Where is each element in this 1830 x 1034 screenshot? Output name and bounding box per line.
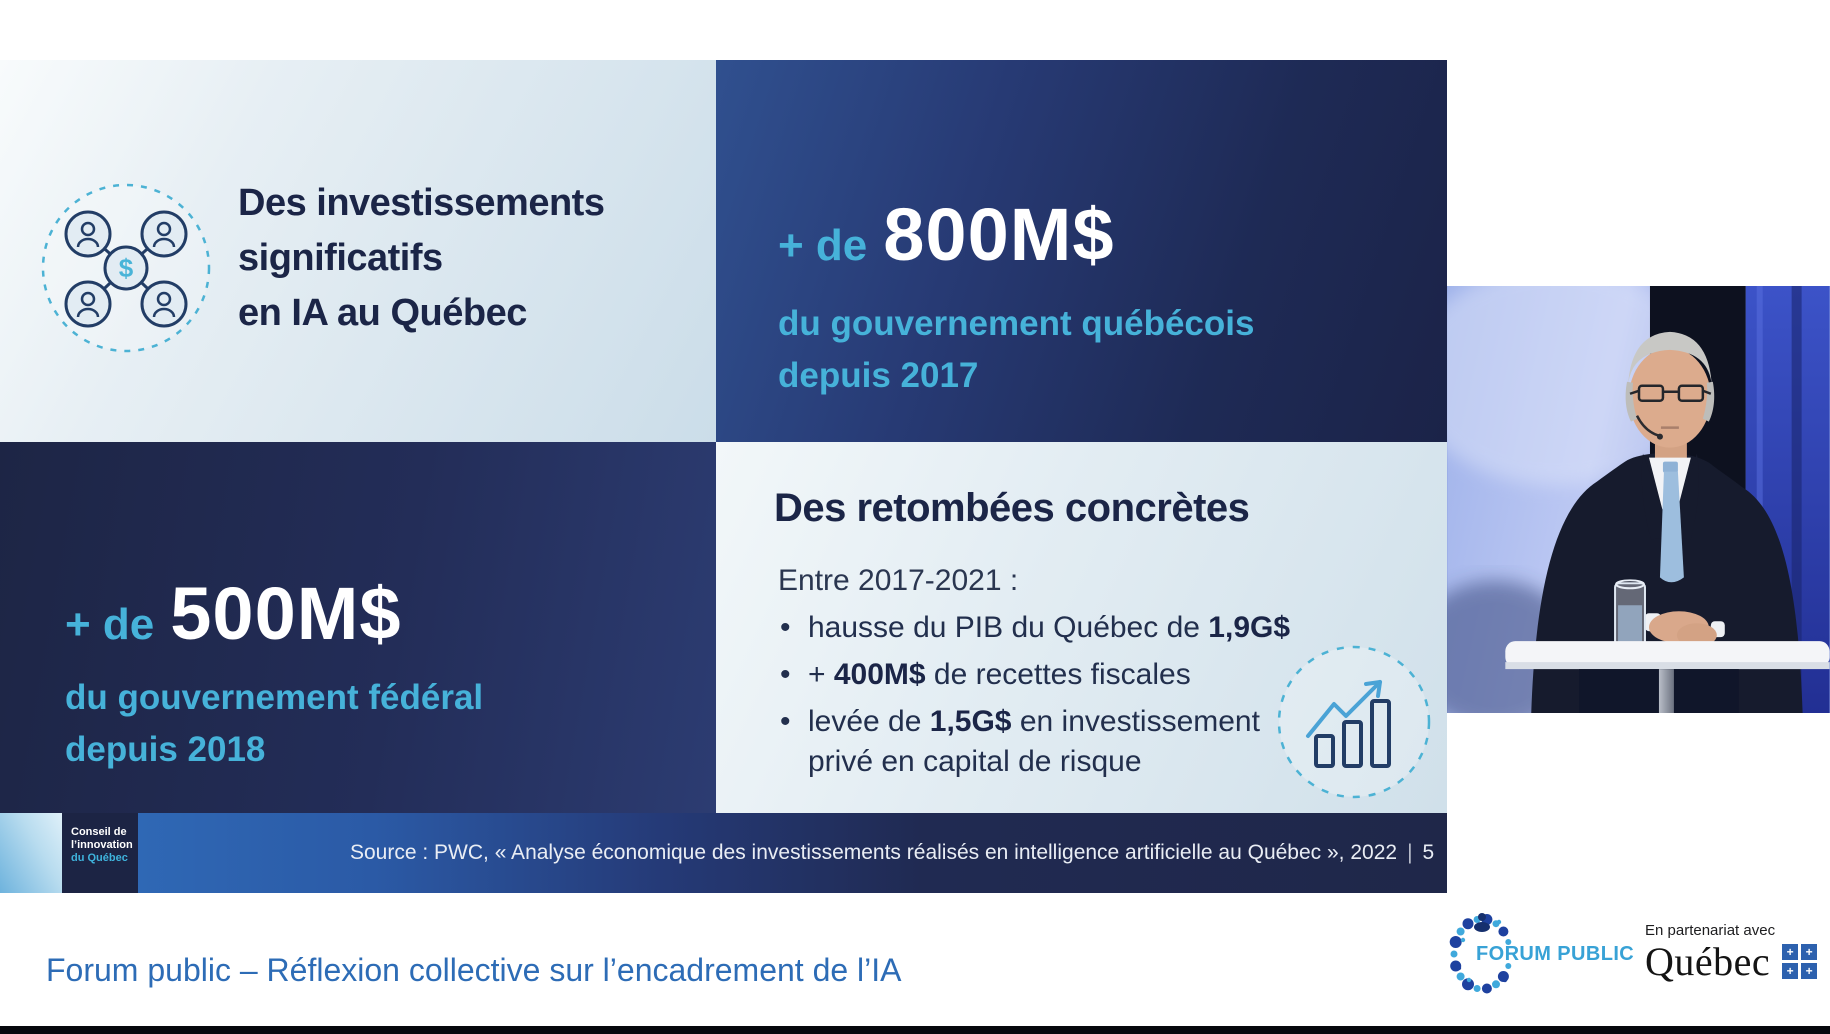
logo-line: Conseil de xyxy=(71,826,127,838)
quebec-wordmark: Québec xyxy=(1645,939,1771,984)
card-investments-intro: $ Des investissements significatifs en I… xyxy=(0,60,716,442)
people-dollar-network-icon: $ xyxy=(41,183,211,353)
flag-square xyxy=(1782,963,1799,979)
page-number: 5 xyxy=(1422,841,1435,864)
dotted-circle-person-icon xyxy=(1449,913,1512,994)
amount-prefix: + de xyxy=(65,600,155,649)
logo-line: l’innovation xyxy=(71,839,133,851)
bullet-text: en investissement privé en capital de ri… xyxy=(808,705,1260,778)
page-separator: | xyxy=(1407,841,1413,864)
amount-caption: du gouvernement québécois xyxy=(778,304,1255,343)
flag-square xyxy=(1801,963,1818,979)
source-text: Source : PWC, « Analyse économique des i… xyxy=(350,841,1398,864)
source-bar: Conseil de l’innovation du Québec Source… xyxy=(0,813,1447,893)
result-bullet: hausse du PIB du Québec de 1,9G$ xyxy=(778,608,1302,648)
forum-public-logo: FORUM PUBLIC xyxy=(1449,908,1639,1004)
speaker-illustration xyxy=(1447,286,1830,713)
flag-square xyxy=(1801,944,1818,960)
presentation-slide: $ Des investissements significatifs en I… xyxy=(0,60,1447,893)
amount-value: 800M$ xyxy=(883,193,1115,276)
source-citation: Source : PWC, « Analyse économique des i… xyxy=(350,813,1434,893)
results-period: Entre 2017-2021 : xyxy=(778,564,1019,597)
slide-title-line: Des investissements xyxy=(238,182,605,224)
bullet-highlight: 400M$ xyxy=(833,658,926,691)
amount-prefix: + de xyxy=(778,221,868,270)
svg-text:$: $ xyxy=(119,253,134,283)
conseil-innovation-logo: Conseil de l’innovation du Québec xyxy=(62,813,138,893)
bullet-text: levée de xyxy=(808,705,930,738)
bullet-text: de recettes fiscales xyxy=(925,658,1191,691)
bullet-highlight: 1,5G$ xyxy=(929,705,1012,738)
partner-label: En partenariat avec xyxy=(1645,922,1776,939)
player-bottom-bar xyxy=(0,1026,1830,1034)
card-concrete-results: Des retombées concrètes Entre 2017-2021 … xyxy=(716,442,1447,813)
amount-caption: depuis 2018 xyxy=(65,730,266,769)
flag-square xyxy=(1782,944,1799,960)
quebec-flag-icon xyxy=(1782,944,1818,980)
bullet-text: hausse du PIB du Québec de xyxy=(808,611,1209,644)
forum-public-wordmark: FORUM PUBLIC xyxy=(1476,943,1635,965)
speaker-video-feed[interactable] xyxy=(1447,286,1830,713)
amount-caption: depuis 2017 xyxy=(778,356,979,395)
bullet-text: + xyxy=(808,658,834,691)
amount-line: + de 500M$ xyxy=(65,577,402,651)
results-title: Des retombées concrètes xyxy=(774,486,1250,530)
amount-value: 500M$ xyxy=(170,572,402,655)
slide-title: Des investissements significatifs en IA … xyxy=(238,176,605,341)
bullet-highlight: 1,9G$ xyxy=(1208,611,1291,644)
results-list: hausse du PIB du Québec de 1,9G$ + 400M$… xyxy=(778,608,1302,789)
result-bullet: + 400M$ de recettes fiscales xyxy=(778,655,1302,695)
card-quebec-government: + de 800M$ du gouvernement québécois dep… xyxy=(716,60,1447,442)
slide-title-line: en IA au Québec xyxy=(238,292,527,334)
logo-line: du Québec xyxy=(71,852,128,864)
card-federal-government: + de 500M$ du gouvernement fédéral depui… xyxy=(0,442,716,813)
amount-line: + de 800M$ xyxy=(778,198,1115,272)
partner-block: En partenariat avec Québec xyxy=(1645,922,1818,982)
decorative-block xyxy=(0,813,62,893)
event-title: Forum public – Réflexion collective sur … xyxy=(46,952,902,988)
result-bullet: levée de 1,5G$ en investissement privé e… xyxy=(778,702,1302,782)
source-bar-background: Source : PWC, « Analyse économique des i… xyxy=(138,813,1447,893)
bar-chart-growth-icon xyxy=(1277,645,1431,799)
slide-title-line: significatifs xyxy=(238,237,443,279)
amount-caption: du gouvernement fédéral xyxy=(65,678,484,717)
